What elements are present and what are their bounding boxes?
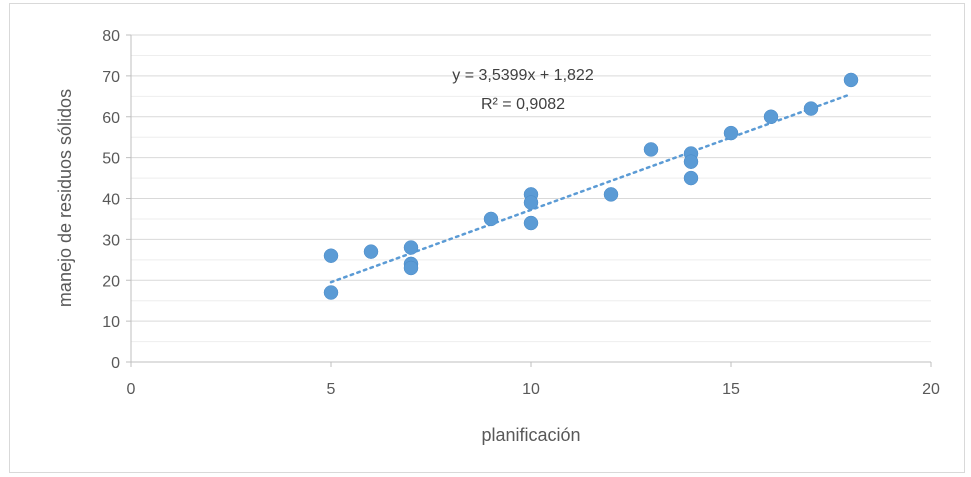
y-axis-title: manejo de residuos sólidos xyxy=(55,89,75,307)
data-point xyxy=(403,260,419,276)
y-tick-label: 50 xyxy=(102,151,120,168)
data-point xyxy=(803,101,819,116)
chart-area xyxy=(9,3,965,473)
y-tick-label: 60 xyxy=(102,110,120,127)
data-point xyxy=(763,109,779,124)
data-point xyxy=(643,142,659,157)
y-tick-label: 40 xyxy=(102,192,120,209)
x-tick-label: 10 xyxy=(522,381,540,398)
y-tick-label: 20 xyxy=(102,273,120,290)
data-point xyxy=(323,248,339,263)
y-tick-label: 10 xyxy=(102,314,120,331)
data-point xyxy=(723,125,739,141)
data-points xyxy=(323,72,859,300)
data-point xyxy=(483,211,499,227)
data-point xyxy=(523,215,539,231)
trendline xyxy=(329,92,853,284)
x-tick-label: 15 xyxy=(722,381,740,398)
x-axis-title: planificación xyxy=(481,425,580,445)
gridlines xyxy=(131,34,931,343)
x-tick-label: 20 xyxy=(922,381,940,398)
y-tick-label: 0 xyxy=(111,355,120,372)
axes xyxy=(126,34,932,367)
trendline-r-squared: R² = 0,9082 xyxy=(481,96,565,113)
y-tick-label: 80 xyxy=(102,28,120,45)
x-tick-label: 5 xyxy=(327,381,336,398)
y-tick-label: 30 xyxy=(102,232,120,249)
data-point xyxy=(683,170,699,186)
data-point xyxy=(683,154,699,169)
data-point xyxy=(363,244,379,259)
trendline-equation: y = 3,5399x + 1,822 xyxy=(452,67,594,84)
data-point xyxy=(523,195,539,210)
tick-labels: 0 10 20 30 40 50 60 70 80 0 5 10 15 20 xyxy=(102,28,940,398)
data-point xyxy=(403,240,419,255)
data-point xyxy=(843,72,859,88)
x-tick-label: 0 xyxy=(127,381,136,398)
data-point xyxy=(603,187,619,202)
data-point xyxy=(323,285,339,300)
y-tick-label: 70 xyxy=(102,69,120,86)
trendline-group xyxy=(329,92,853,284)
